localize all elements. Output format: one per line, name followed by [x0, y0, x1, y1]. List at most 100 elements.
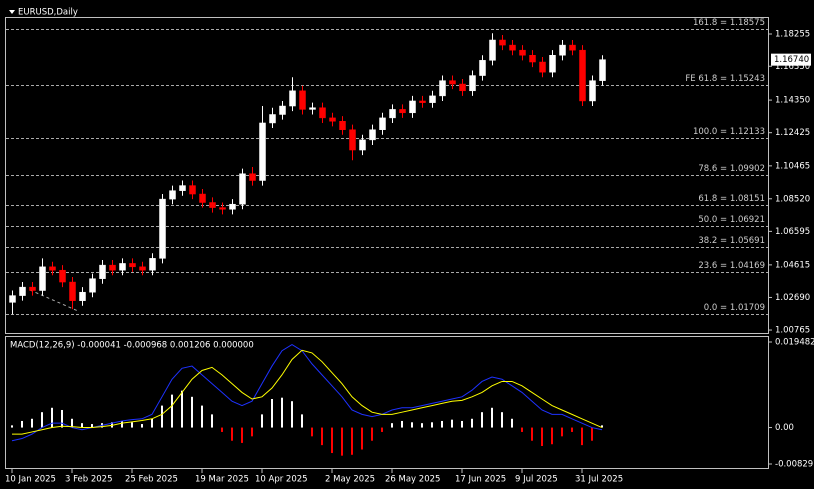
histogram-bar	[191, 396, 193, 428]
candle-body	[459, 83, 466, 92]
x-tick-label: 19 Mar 2025	[195, 475, 249, 485]
candle-body	[369, 129, 376, 141]
candle-body	[9, 295, 16, 303]
candle-body	[39, 266, 46, 291]
candle-body	[399, 109, 406, 114]
candle-body	[569, 44, 576, 51]
y-tick-label: 1.04615	[775, 260, 810, 270]
candle-body	[359, 139, 366, 151]
candle-body	[479, 60, 486, 76]
candle-body	[89, 278, 96, 293]
histogram-bar	[81, 423, 83, 428]
menu-triangle[interactable]	[9, 10, 15, 14]
histogram-bar	[271, 399, 273, 428]
candle-body	[439, 80, 446, 97]
candle-body	[389, 109, 396, 119]
histogram-bar	[351, 427, 353, 455]
histogram-bar	[381, 427, 383, 432]
histogram-bar	[421, 423, 423, 428]
candle-body	[159, 198, 166, 259]
histogram-bar	[61, 409, 63, 428]
x-tick-label: 9 Jul 2025	[515, 475, 558, 485]
trend-line	[29, 289, 79, 312]
x-tick-label: 17 Jun 2025	[455, 475, 506, 485]
candle-body	[409, 100, 416, 114]
histogram-bar	[451, 419, 453, 428]
histogram-bar	[511, 418, 513, 428]
histogram-bar	[261, 414, 263, 428]
histogram-bar	[431, 422, 433, 428]
x-tick-label: 10 Apr 2025	[255, 475, 308, 485]
histogram-bar	[391, 423, 393, 428]
x-tick-label: 10 Jan 2025	[5, 475, 56, 485]
histogram-bar	[521, 427, 523, 432]
candle-body	[529, 55, 536, 63]
y-tick-label: 1.16350	[775, 62, 810, 72]
level-label: 61.8 = 1.08151	[698, 194, 765, 204]
candle-body	[239, 173, 246, 205]
candle-body	[589, 80, 596, 102]
candle-body	[349, 129, 356, 151]
histogram-bar	[531, 427, 533, 441]
histogram-bar	[91, 424, 93, 428]
candle-body	[549, 55, 556, 73]
candle-body	[259, 122, 266, 181]
candle-body	[579, 49, 586, 102]
candle-body	[219, 207, 226, 210]
main-frame	[5, 17, 769, 334]
price-label: 1.16740	[774, 55, 809, 65]
histogram-bar	[121, 420, 123, 428]
chart-title: EURUSD,Daily	[18, 8, 78, 18]
candle-body	[539, 61, 546, 73]
candle-body	[559, 44, 566, 56]
histogram-bar	[331, 427, 333, 454]
x-tick-label: 3 Feb 2025	[65, 475, 113, 485]
histogram-bar	[571, 427, 573, 432]
histogram-bar	[31, 418, 33, 428]
y-tick-label: 1.06595	[775, 227, 810, 237]
histogram-bar	[581, 427, 583, 446]
candle-body	[129, 263, 136, 268]
x-tick-label: 25 Feb 2025	[125, 475, 178, 485]
histogram-bar	[211, 414, 213, 428]
histogram-bar	[501, 412, 503, 428]
histogram-bar	[11, 425, 13, 428]
level-label: FE 61.8 = 1.15243	[685, 74, 765, 84]
histogram-bar	[481, 412, 483, 428]
candle-body	[169, 190, 176, 200]
candle-body	[99, 264, 106, 279]
y-tick-label: 1.08520	[775, 194, 810, 204]
candle-body	[519, 49, 526, 56]
histogram-bar	[321, 427, 323, 446]
candle-body	[299, 90, 306, 110]
y-tick-label: 1.00765	[775, 326, 810, 336]
level-label: 38.2 = 1.05691	[698, 236, 765, 246]
candle-body	[29, 286, 36, 291]
level-label: 50.0 = 1.06921	[698, 215, 765, 225]
y-tick-label: 0.00	[775, 423, 794, 433]
histogram-bar	[141, 424, 143, 428]
histogram-bar	[41, 412, 43, 428]
candle-body	[249, 173, 256, 181]
price-label-box	[771, 53, 811, 66]
histogram-bar	[171, 394, 173, 428]
histogram-bar	[361, 427, 363, 450]
candle-body	[499, 39, 506, 46]
y-tick-label: 0.019482	[775, 337, 814, 347]
candle-body	[599, 59, 606, 81]
histogram-bar	[281, 397, 283, 428]
histogram-bar	[301, 414, 303, 428]
macd-frame	[5, 336, 769, 469]
candle-body	[199, 193, 206, 203]
histogram-bar	[221, 427, 223, 432]
candle-body	[449, 80, 456, 85]
x-tick-label: 2 May 2025	[325, 475, 375, 485]
histogram-bar	[131, 422, 133, 428]
histogram-bar	[371, 427, 373, 441]
histogram-bar	[181, 390, 183, 428]
histogram-bar	[51, 407, 53, 428]
histogram-bar	[311, 427, 313, 437]
candle-body	[289, 90, 296, 107]
histogram-bar	[401, 420, 403, 428]
